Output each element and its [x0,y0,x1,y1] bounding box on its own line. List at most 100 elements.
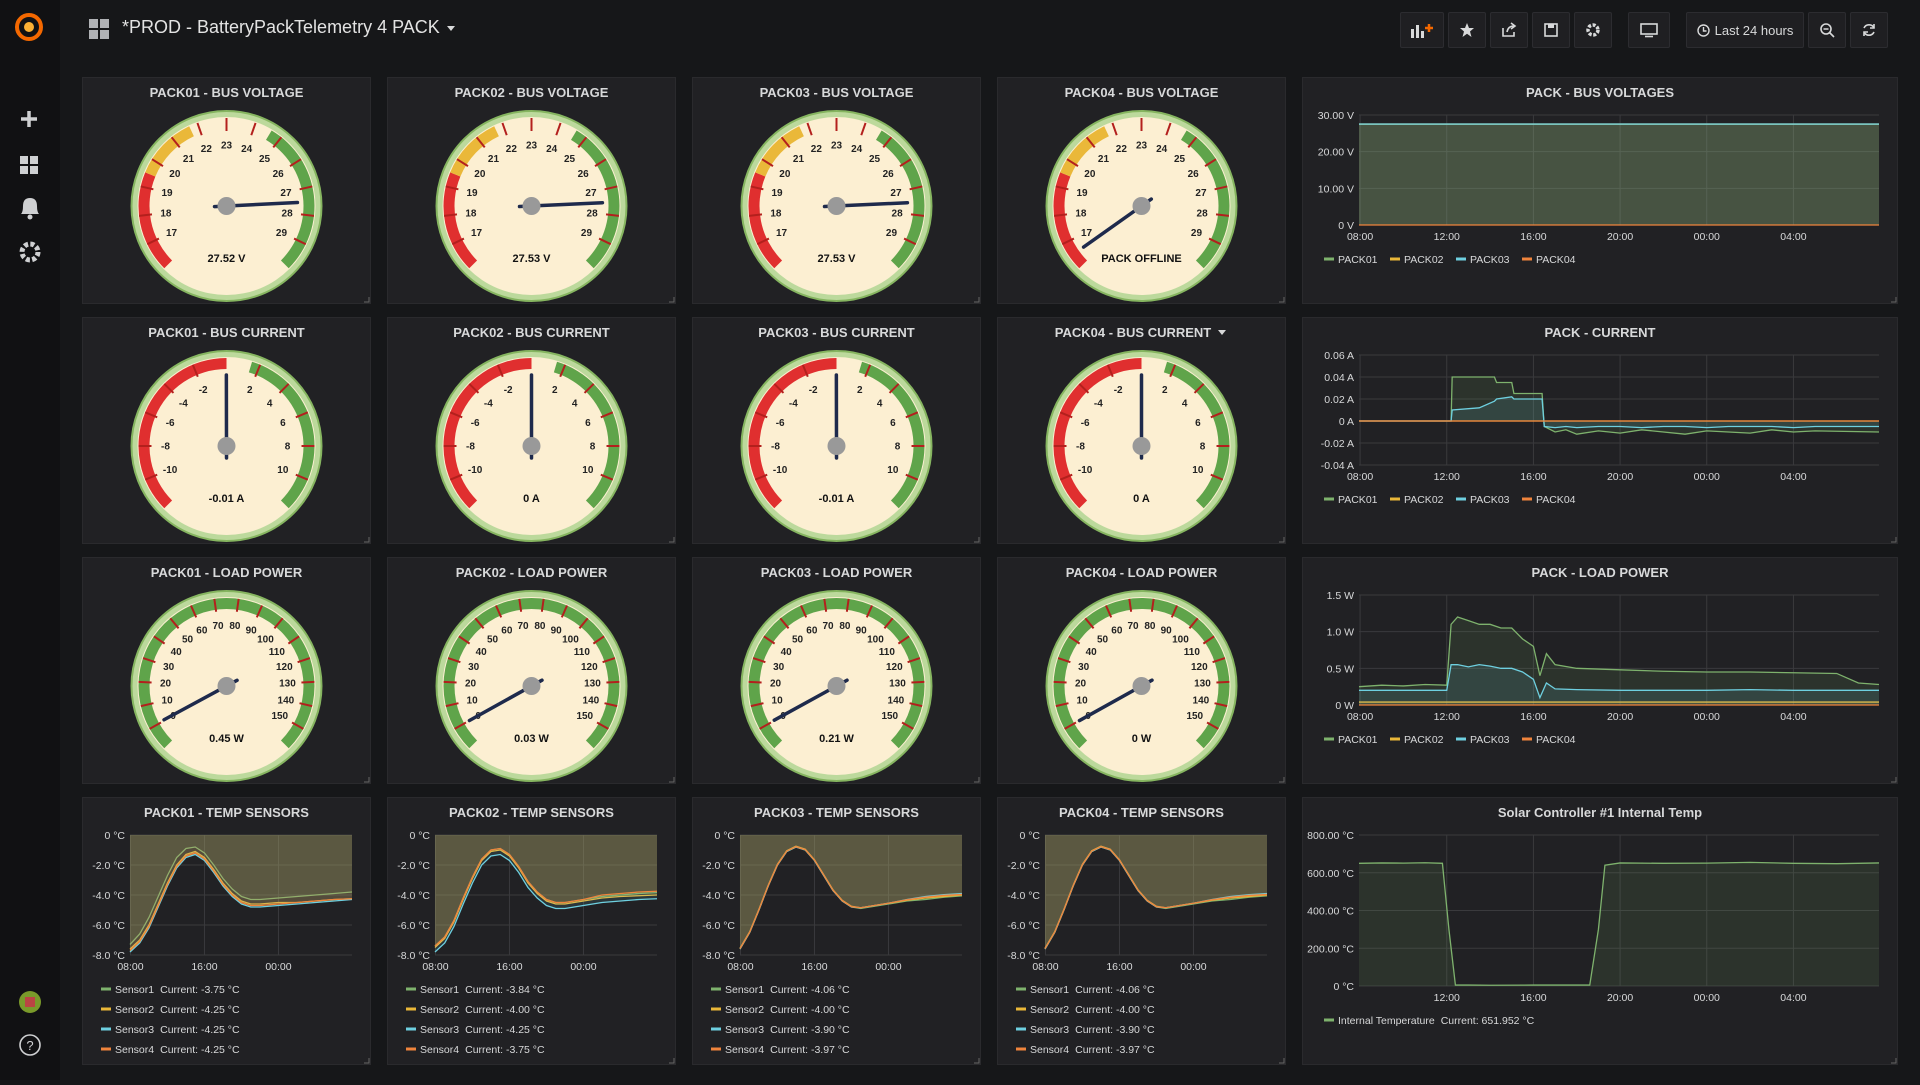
legend-current: Current: -4.06 °C [1075,984,1155,996]
gauge-tick-label: 80 [1144,621,1156,632]
gauge-tick-label: 70 [213,621,225,632]
x-tick-label: 04:00 [1780,471,1806,483]
save-icon [1543,22,1559,38]
title-caret [445,23,457,33]
legend-name: PACK04 [1536,254,1576,266]
dashboard-title[interactable]: *PROD - BatteryPackTelemetry 4 PACK [122,17,457,38]
gauge-hub [828,437,846,455]
add-panel-button[interactable] [1400,12,1444,48]
x-tick-label: 16:00 [1520,231,1546,243]
gauge-tick-label: 100 [1172,635,1189,646]
gauge-hub [828,677,846,695]
gauge-tick-label: -10 [163,465,178,476]
gauge-tick-label: 10 [162,695,174,706]
save-button[interactable] [1532,12,1570,48]
gauge-tick-label: 30 [163,662,175,673]
gauge-tick-label: 70 [1128,621,1140,632]
gauge-tick-label: 25 [259,154,271,165]
gauge-tick-label: 130 [584,679,601,690]
gauge-tick-label: 90 [246,626,258,637]
legend-name: Sensor3 [115,1024,154,1036]
gauge-tick-label: 28 [1197,208,1209,219]
legend-name: Sensor4 [725,1044,764,1056]
x-tick-label: 16:00 [1520,711,1546,723]
gauge-tick-label: 21 [183,154,195,165]
resize-handle [1279,1058,1284,1063]
panel: PACK04 - LOAD POWER010203040506070809010… [997,557,1286,784]
legend-current: Current: -4.25 °C [160,1004,240,1016]
grafana-logo[interactable] [17,15,41,39]
gauge-tick-label: 50 [182,635,194,646]
gauge-tick-label: 40 [476,647,488,658]
x-tick-label: 16:00 [191,961,217,973]
legend-name: Sensor1 [115,984,154,996]
gauge-tick-label: 40 [781,647,793,658]
gauge-tick-label: 18 [770,208,782,219]
legend-name: PACK04 [1536,734,1576,746]
gauge-tick-label: 2 [552,385,558,396]
gauge-tick-label: 20 [1084,169,1096,180]
gauge-tick-label: 140 [1193,695,1210,706]
resize-handle [364,1058,369,1063]
resize-handle [974,777,979,782]
gauge-hub [828,197,846,215]
refresh-button[interactable] [1850,12,1888,48]
gauge-tick-label: 19 [466,188,478,199]
series-area [1359,397,1879,428]
gauge-value: 0.21 W [819,733,854,745]
x-tick-label: 12:00 [1434,711,1460,723]
tv-icon [1640,22,1658,38]
legend-current: Current: -4.00 °C [465,1004,545,1016]
create-icon[interactable] [21,111,37,127]
zoom-out-button[interactable] [1808,12,1846,48]
gauge-tick-label: 60 [501,626,513,637]
gauge-tick-label: 30 [468,662,480,673]
x-tick-label: 16:00 [1520,992,1546,1004]
x-tick-label: 16:00 [1520,471,1546,483]
dashboards-icon[interactable] [20,156,38,174]
share-button[interactable] [1490,12,1528,48]
time-picker[interactable]: Last 24 hours [1686,12,1804,48]
legend-name: Sensor1 [725,984,764,996]
gauge-tick-label: -4 [1094,398,1103,409]
star-button[interactable] [1448,12,1486,48]
user-avatar[interactable] [19,991,41,1013]
tv-mode-button[interactable] [1628,12,1670,48]
gauge-tick-label: -2 [504,385,513,396]
gauge-tick-label: 27 [1195,188,1207,199]
gauge-tick-label: 17 [1081,228,1093,239]
legend-name: PACK02 [1404,254,1444,266]
gauge-hub [218,197,236,215]
gauge-tick-label: 120 [886,662,903,673]
resize-handle [669,297,674,302]
legend-name: Sensor2 [420,1004,459,1016]
gauge-tick-label: 110 [1184,647,1201,658]
gauge-tick-label: -2 [809,385,818,396]
gauge-tick-label: 130 [889,679,906,690]
legend-name: Sensor3 [725,1024,764,1036]
legend-current: Current: -3.97 °C [1075,1044,1155,1056]
series-area [1359,124,1879,225]
time-range: Last 24 hours [1715,23,1794,38]
x-tick-label: 08:00 [422,961,448,973]
panel: PACK04 - TEMP SENSORS-8.0 °C-6.0 °C-4.0 … [997,797,1286,1065]
gauge-tick-label: 28 [587,208,599,219]
config-icon[interactable] [22,244,38,260]
help-icon[interactable]: ? [20,1035,40,1055]
panel: PACK01 - LOAD POWER010203040506070809010… [82,557,371,784]
y-tick-label: 20.00 V [1318,147,1354,159]
x-tick-label: 20:00 [1607,471,1633,483]
gauge-tick-label: 26 [273,169,285,180]
settings-button[interactable] [1574,12,1612,48]
gauge-tick-label: 120 [581,662,598,673]
y-tick-label: 0.06 A [1324,350,1354,362]
gauge-tick-label: 8 [895,442,901,453]
gauge-tick-label: 90 [1161,626,1173,637]
alerting-icon[interactable] [21,198,39,220]
gauge-tick-label: -2 [1114,385,1123,396]
legend-current: Current: -3.75 °C [160,984,240,996]
